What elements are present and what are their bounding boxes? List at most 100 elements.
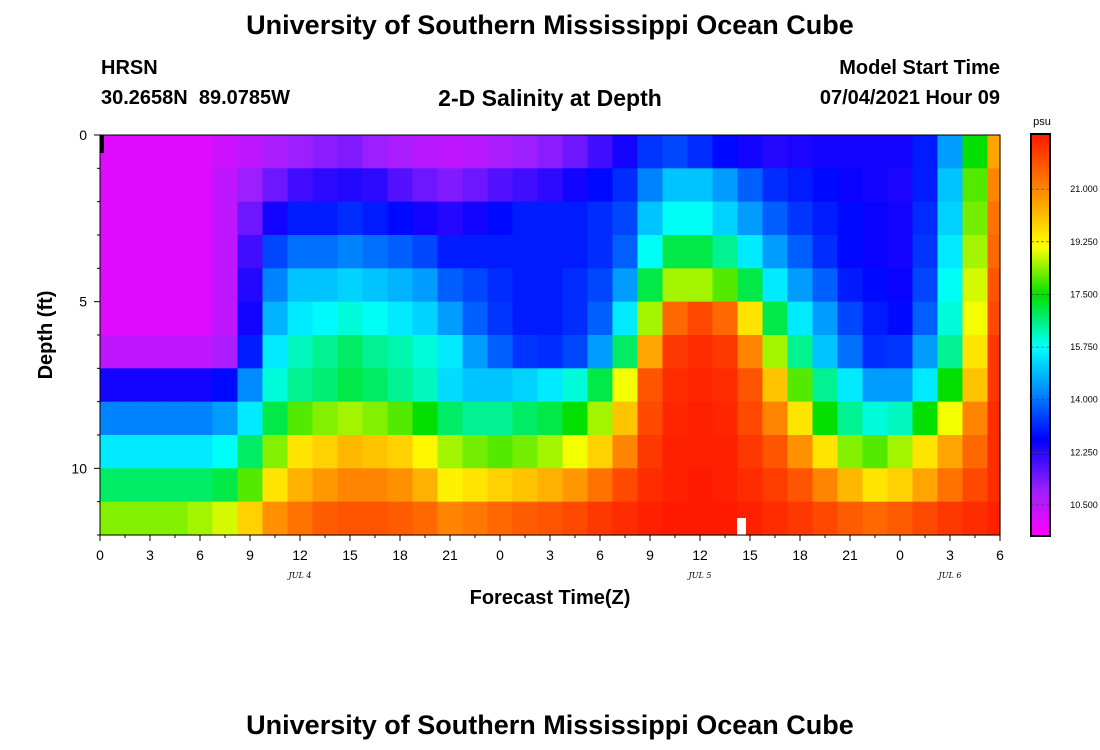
heatmap-cell	[912, 235, 939, 269]
heatmap-cell	[387, 335, 414, 369]
heatmap-cell	[862, 435, 889, 469]
heatmap-cell	[912, 201, 939, 236]
heatmap-cell	[237, 201, 264, 236]
heatmap-cell	[612, 501, 639, 536]
heatmap-cell	[862, 235, 889, 269]
heatmap-cell	[962, 201, 989, 236]
colorbar-ticks: 10.500 12.250 14.000 15.750 17.500 19.250 21.0…	[1031, 184, 1098, 510]
heatmap-cell	[537, 135, 564, 169]
heatmap-cell	[100, 501, 114, 536]
heatmap-cell	[712, 501, 739, 536]
heatmap-cell	[637, 135, 664, 169]
heatmap-cell	[287, 335, 314, 369]
heatmap-cell	[762, 135, 789, 169]
heatmap-cell	[662, 301, 689, 336]
heatmap-cell	[587, 168, 614, 203]
heatmap-cell	[212, 501, 239, 536]
heatmap-cell	[987, 435, 1001, 469]
heatmap-cell	[162, 201, 189, 236]
heatmap-cell	[687, 435, 714, 469]
heatmap-cell	[612, 268, 639, 303]
heatmap-cell	[462, 201, 489, 236]
x-tick-label: 0	[896, 547, 904, 563]
heatmap-cell	[362, 235, 389, 269]
heatmap-cell	[237, 468, 264, 503]
heatmap-cell	[787, 268, 814, 303]
heatmap-cell	[137, 135, 164, 169]
heatmap-cell	[812, 235, 839, 269]
heatmap-cell	[412, 335, 439, 369]
heatmap-cell	[337, 235, 364, 269]
heatmap-cell	[262, 368, 289, 403]
heatmap-cell	[137, 468, 164, 503]
heatmap-cell	[762, 235, 789, 269]
heatmap-cell	[462, 301, 489, 336]
heatmap-cell	[962, 401, 989, 436]
heatmap-cell	[612, 168, 639, 203]
heatmap-cell	[587, 135, 614, 169]
heatmap-cell	[837, 235, 864, 269]
x-tick-label: 6	[196, 547, 204, 563]
heatmap-cell	[462, 168, 489, 203]
heatmap-cell	[737, 235, 764, 269]
heatmap-cell	[712, 435, 739, 469]
heatmap-cell	[387, 201, 414, 236]
heatmap-cell	[962, 235, 989, 269]
heatmap-cell	[887, 268, 914, 303]
y-axis-ticks: 0 5 10	[71, 127, 100, 536]
heatmap-cell	[137, 235, 164, 269]
x-tick-label: 0	[96, 547, 104, 563]
heatmap-cell	[337, 201, 364, 236]
heatmap-cell	[787, 168, 814, 203]
heatmap-cell	[412, 301, 439, 336]
heatmap-cell	[637, 468, 664, 503]
heatmap-cell	[487, 235, 514, 269]
heatmap-cell	[262, 135, 289, 169]
heatmap-cell	[662, 435, 689, 469]
heatmap-cell	[312, 368, 339, 403]
heatmap-cell	[512, 368, 539, 403]
heatmap-cell	[787, 401, 814, 436]
x-tick-label: 6	[596, 547, 604, 563]
heatmap-cell	[962, 435, 989, 469]
x-tick-label: 12	[292, 547, 308, 563]
heatmap-cell	[412, 268, 439, 303]
heatmap-cell	[612, 201, 639, 236]
heatmap-cell	[212, 368, 239, 403]
heatmap-cell	[312, 435, 339, 469]
heatmap-cell	[862, 335, 889, 369]
heatmap-cell	[612, 435, 639, 469]
heatmap-cell	[100, 335, 114, 369]
heatmap-cell	[662, 501, 689, 536]
heatmap-cell	[137, 168, 164, 203]
heatmap-cell	[887, 335, 914, 369]
heatmap-cell	[212, 435, 239, 469]
heatmap-cell	[362, 435, 389, 469]
heatmap-cell	[187, 201, 214, 236]
heatmap-cell	[262, 435, 289, 469]
heatmap-cell	[787, 468, 814, 503]
heatmap-cell	[587, 401, 614, 436]
heatmap-cell	[537, 335, 564, 369]
heatmap-cell	[687, 235, 714, 269]
heatmap-cell	[162, 435, 189, 469]
heatmap-cell	[487, 301, 514, 336]
heatmap-cell	[987, 401, 1001, 436]
heatmap-cell	[837, 501, 864, 536]
heatmap-cell	[687, 201, 714, 236]
heatmap-cell	[837, 301, 864, 336]
model-start-time: 07/04/2021 Hour 09	[819, 87, 1000, 109]
heatmap-cell	[987, 168, 1001, 203]
heatmap-cell	[912, 135, 939, 169]
heatmap-cell	[812, 401, 839, 436]
heatmap-cell	[100, 401, 114, 436]
heatmap-cell	[537, 301, 564, 336]
heatmap-cell	[887, 235, 914, 269]
heatmap-cell	[512, 201, 539, 236]
y-tick-label: 10	[71, 460, 87, 476]
heatmap-cell	[387, 468, 414, 503]
surface-marker	[100, 135, 104, 153]
x-tick-label: 3	[946, 547, 954, 563]
heatmap-cell	[487, 435, 514, 469]
heatmap-cell	[337, 301, 364, 336]
